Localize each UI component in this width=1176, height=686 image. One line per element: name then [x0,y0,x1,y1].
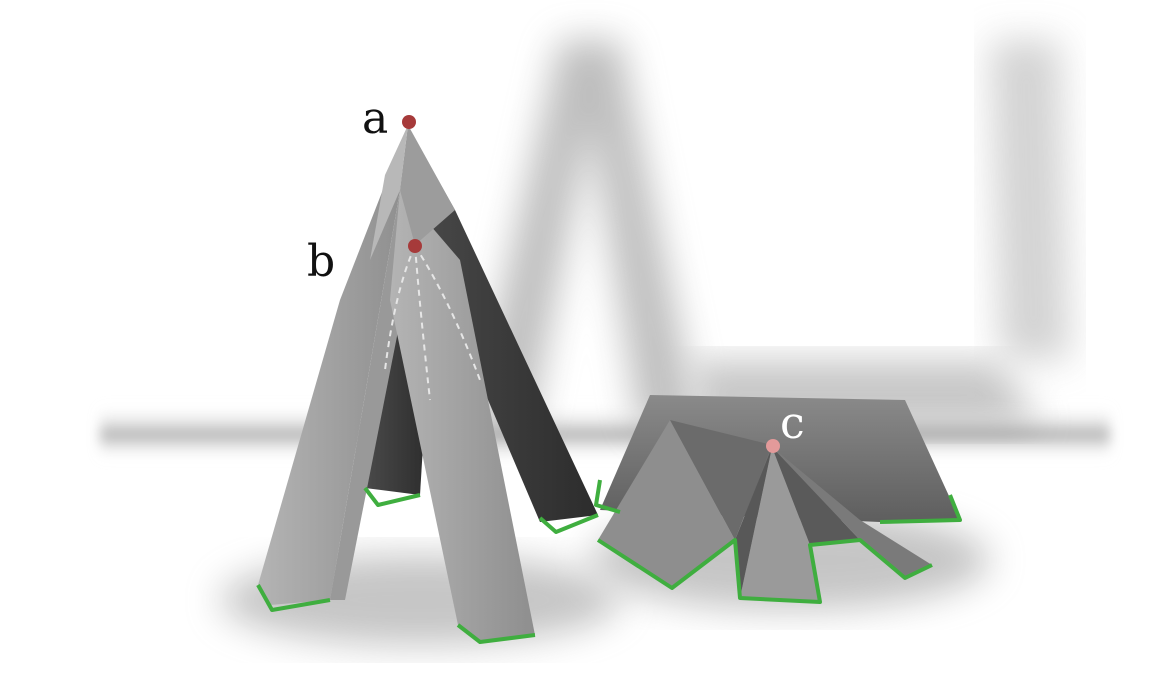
front-right-leg [390,190,535,642]
wall-shadows [470,40,1070,430]
front-left-leg [258,128,407,605]
label-b: b [307,236,335,287]
tall-pyramid-structure [256,115,599,644]
roof-center-pyramid-shade [772,447,860,545]
low-roof-structure [594,395,962,604]
roof-left-pyramid-shade [670,420,772,540]
roof-left-pyramid [598,420,735,588]
back-right-leg [410,130,598,522]
roof-right-pyramid [772,447,932,578]
roof-center-pyramid [740,447,820,602]
label-a: a [362,93,388,144]
roof-ridge-face [735,447,772,598]
floor-horizon [100,405,1110,460]
vertex-point-b [408,239,422,253]
vertex-point-a [402,115,416,129]
vertex-point-c [766,439,780,453]
dashed-paths [384,245,481,401]
pyramid-cap-left [370,125,408,260]
roof-base-outlines [594,479,962,604]
pyramid-base-outlines [256,486,599,644]
pyramid-cap [400,125,455,245]
label-c: c [780,398,805,449]
